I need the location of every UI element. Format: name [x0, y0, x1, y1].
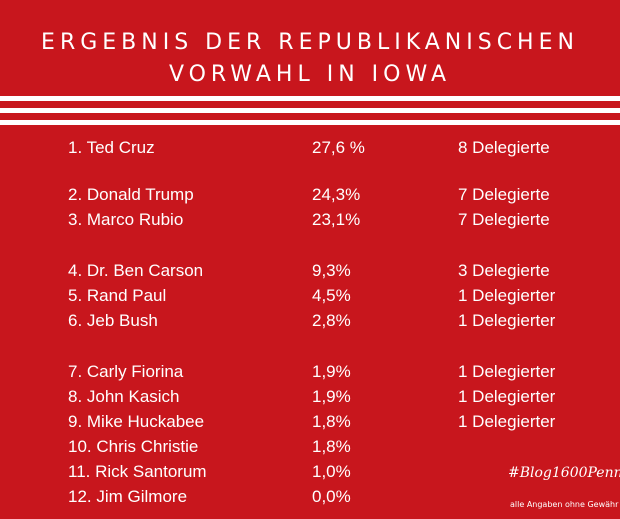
delegate-count: 3 Delegierte	[458, 261, 550, 280]
vote-percent: 1,8%	[312, 437, 351, 456]
vote-percent: 2,8%	[312, 311, 351, 330]
divider-stripe	[0, 96, 620, 101]
result-row: 6. Jeb Bush 2,8% 1 Delegierter	[0, 311, 620, 335]
title-line-2: VORWAHL IN IOWA	[168, 62, 452, 87]
candidate-name: 9. Mike Huckabee	[68, 412, 205, 431]
vote-percent: 1,9%	[312, 387, 351, 406]
result-row: 7. Carly Fiorina 1,9% 1 Delegierter	[0, 362, 620, 386]
result-row: 12. Jim Gilmore 0,0%	[0, 487, 620, 511]
delegate-count: 1 Delegierter	[458, 362, 556, 381]
divider-stripe	[0, 120, 620, 125]
divider-stripe	[0, 108, 620, 113]
delegate-count: 1 Delegierter	[458, 387, 556, 406]
candidate-name: 8. John Kasich	[68, 387, 180, 406]
delegate-count: 1 Delegierter	[458, 412, 556, 431]
vote-percent: 24,3%	[312, 185, 361, 204]
candidate-name: 6. Jeb Bush	[68, 311, 158, 330]
title-line-1: ERGEBNIS DER REPUBLIKANISCHEN	[41, 30, 579, 55]
delegate-count: 1 Delegierter	[458, 311, 556, 330]
result-row: 5. Rand Paul 4,5% 1 Delegierter	[0, 286, 620, 310]
delegate-count: 7 Delegierte	[458, 210, 550, 229]
result-row: 11. Rick Santorum 1,0%	[0, 462, 620, 486]
delegate-count: 8 Delegierte	[458, 138, 550, 157]
candidate-name: 4. Dr. Ben Carson	[68, 261, 204, 280]
candidate-name: 11. Rick Santorum	[68, 462, 207, 481]
candidate-name: 3. Marco Rubio	[68, 210, 184, 229]
hashtag: #Blog1600Penn	[508, 465, 620, 481]
result-row: 8. John Kasich 1,9% 1 Delegierter	[0, 387, 620, 411]
candidate-name: 12. Jim Gilmore	[68, 487, 188, 506]
candidate-name: 1. Ted Cruz	[68, 138, 155, 157]
disclaimer-note: alle Angaben ohne Gewähr	[510, 500, 619, 509]
candidate-name: 10. Chris Christie	[68, 437, 199, 456]
vote-percent: 1,8%	[312, 412, 351, 431]
result-row: 3. Marco Rubio 23,1% 7 Delegierte	[0, 210, 620, 234]
vote-percent: 23,1%	[312, 210, 361, 229]
result-row: 2. Donald Trump 24,3% 7 Delegierte	[0, 185, 620, 209]
candidate-name: 2. Donald Trump	[68, 185, 194, 204]
vote-percent: 4,5%	[312, 286, 351, 305]
vote-percent: 1,0%	[312, 462, 351, 481]
vote-percent: 1,9%	[312, 362, 351, 381]
candidate-name: 7. Carly Fiorina	[68, 362, 184, 381]
result-row: 9. Mike Huckabee 1,8% 1 Delegierter	[0, 412, 620, 436]
result-row: 1. Ted Cruz 27,6 % 8 Delegierte	[0, 138, 620, 162]
result-row: 10. Chris Christie 1,8%	[0, 437, 620, 461]
vote-percent: 0,0%	[312, 487, 351, 506]
delegate-count: 7 Delegierte	[458, 185, 550, 204]
delegate-count: 1 Delegierter	[458, 286, 556, 305]
candidate-name: 5. Rand Paul	[68, 286, 167, 305]
vote-percent: 9,3%	[312, 261, 351, 280]
vote-percent: 27,6 %	[312, 138, 365, 157]
result-row: 4. Dr. Ben Carson 9,3% 3 Delegierte	[0, 261, 620, 285]
